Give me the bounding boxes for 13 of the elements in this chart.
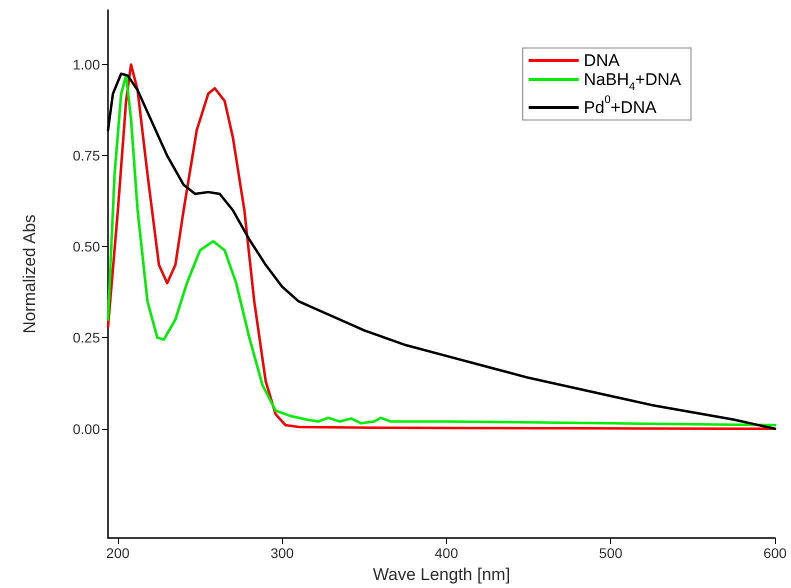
y-tick-label: 0.75 [72,148,100,164]
x-tick-label: 200 [106,545,130,561]
x-axis-title: Wave Length [nm] [372,565,510,584]
y-tick-label: 0.00 [72,420,100,437]
x-tick-label: 600 [763,545,787,561]
y-tick-label: 0.25 [72,330,100,346]
x-tick-label: 300 [270,545,294,561]
x-tick-label: 400 [434,545,458,561]
y-axis-title: Normalized Abs [20,214,39,334]
y-tick-label: 0.50 [72,238,100,255]
y-tick-label: 1.00 [72,56,100,73]
x-tick-label: 500 [599,545,623,561]
legend-label: DNA [584,51,620,70]
